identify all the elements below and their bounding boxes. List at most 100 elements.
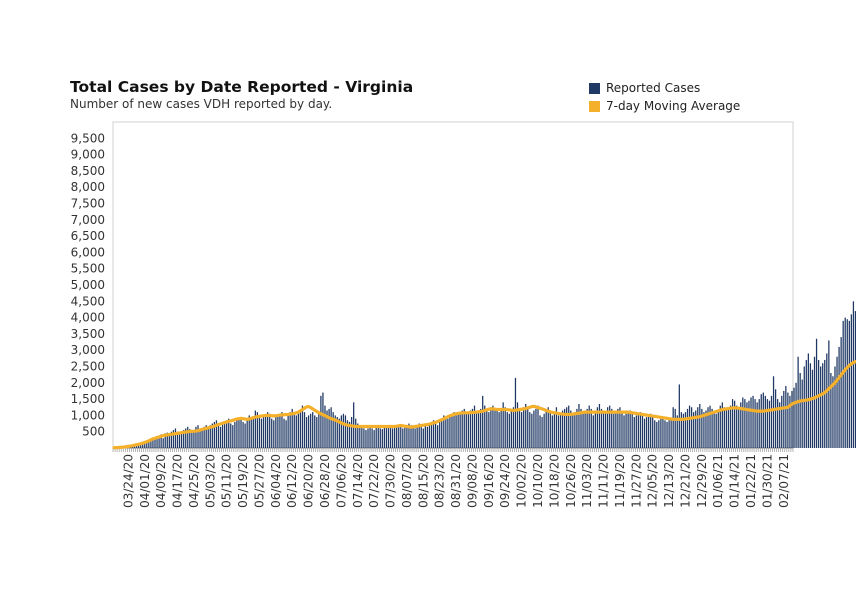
bar [725, 410, 728, 448]
bar [445, 417, 447, 448]
bar [160, 434, 162, 448]
bar [527, 407, 529, 448]
bar [420, 426, 422, 448]
bar [377, 426, 379, 448]
bar [211, 423, 213, 448]
bar [303, 412, 306, 448]
bar [611, 408, 613, 448]
bar [367, 428, 369, 448]
bar [643, 418, 646, 448]
bar [357, 423, 359, 448]
bar [230, 423, 232, 448]
bar [838, 346, 840, 448]
bar [678, 384, 680, 448]
bar [217, 425, 220, 448]
bar [305, 417, 308, 448]
bar [707, 407, 709, 448]
bar [361, 426, 363, 448]
bar [346, 420, 349, 448]
bar [453, 412, 455, 448]
bar [752, 395, 754, 448]
bar [682, 413, 685, 448]
bar [342, 413, 345, 448]
bar [207, 428, 209, 448]
bar [209, 425, 211, 448]
bar [383, 427, 386, 448]
bar [633, 417, 635, 448]
x-tick-label: 11/11/20 [597, 454, 611, 508]
bar [498, 412, 500, 448]
bar [260, 418, 263, 448]
x-tick-label: 02/07/21 [777, 454, 791, 508]
chart-title: Total Cases by Date Reported - Virginia [70, 78, 414, 96]
bar [699, 403, 701, 448]
bar [314, 415, 316, 448]
bar [400, 426, 402, 448]
bar [535, 408, 537, 448]
bar [525, 403, 527, 448]
bar [264, 415, 267, 448]
x-tick-label: 09/16/20 [482, 454, 496, 508]
bar [137, 444, 140, 448]
x-tick-label: 10/26/20 [564, 454, 578, 508]
bar [267, 412, 269, 448]
x-tick-label: 06/28/20 [318, 454, 332, 508]
bar [393, 427, 396, 448]
bar [676, 415, 678, 448]
bar [277, 415, 279, 448]
bar [156, 437, 158, 448]
bar [338, 418, 340, 448]
x-tick-label: 07/22/20 [367, 454, 381, 508]
bar [647, 415, 650, 448]
bar [664, 420, 666, 448]
bar [674, 408, 676, 448]
bar [576, 408, 578, 448]
bar [236, 420, 238, 448]
bar [547, 407, 549, 448]
bar [760, 394, 762, 448]
x-tick-label: 04/09/20 [154, 454, 168, 508]
bar [832, 376, 834, 448]
x-tick-label: 10/02/20 [515, 454, 529, 508]
bar [467, 413, 469, 448]
bar [715, 413, 717, 448]
bar [480, 408, 482, 448]
bar [742, 397, 744, 448]
bar [668, 420, 670, 448]
bar [371, 428, 373, 448]
bar [244, 423, 246, 448]
bar [824, 359, 826, 448]
bar [584, 410, 586, 448]
bar [617, 408, 619, 448]
bar [365, 430, 367, 448]
bar [635, 415, 637, 448]
bar [551, 415, 553, 448]
bar [426, 426, 429, 448]
legend-label-reported-cases: Reported Cases [606, 81, 701, 95]
bar [719, 405, 721, 448]
bar [684, 412, 687, 448]
bar [709, 405, 711, 448]
bar [609, 405, 611, 448]
bar [422, 428, 424, 448]
bar [457, 413, 459, 448]
bar [398, 425, 400, 448]
y-tick-label: 2,500 [71, 360, 105, 374]
bar [234, 421, 236, 448]
x-tick-label: 01/30/21 [760, 454, 774, 508]
legend-item-reported-cases: Reported Cases [589, 79, 740, 97]
bar [482, 395, 484, 448]
bar [545, 410, 547, 448]
bar [162, 438, 164, 448]
bar [336, 417, 338, 448]
y-tick-label: 7,500 [71, 197, 105, 211]
bar [496, 410, 498, 448]
bar [146, 441, 148, 448]
bar [477, 412, 480, 448]
bar [817, 359, 820, 448]
x-tick-label: 03/24/20 [121, 454, 135, 508]
bar [150, 440, 152, 448]
bar [809, 363, 812, 448]
bar [205, 425, 207, 448]
bar [250, 417, 252, 448]
